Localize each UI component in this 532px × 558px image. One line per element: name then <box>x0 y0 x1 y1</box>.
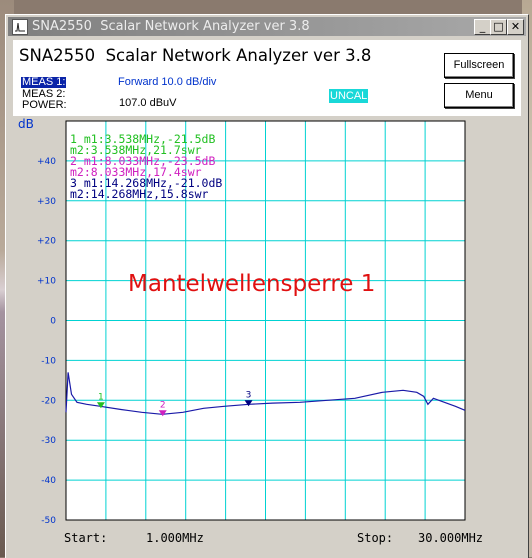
maximize-button[interactable]: □ <box>490 19 507 35</box>
meas1-label[interactable]: MEAS 1: <box>21 76 67 88</box>
minimize-button[interactable]: _ <box>474 19 491 35</box>
y-tick-label: -20 <box>41 396 56 406</box>
trace-line <box>65 372 466 415</box>
y-unit-label: dB <box>18 117 34 131</box>
plot-svg[interactable]: dB +40 +30 +20 +10 0 -10 -20 -30 -40 -50 Mantelwe… <box>13 116 521 552</box>
y-tick-label: +30 <box>37 197 56 207</box>
stop-label: Stop: <box>357 531 393 545</box>
y-tick-label: -30 <box>41 436 56 446</box>
window-title: SNA2550 Scalar Network Analyzer ver 3.8 <box>32 19 310 34</box>
legend-m2: m2:8.033MHz,17.4swr <box>70 165 202 179</box>
start-value: 1.000MHz <box>146 531 204 545</box>
meas1-value: Forward 10.0 dB/div <box>118 76 217 88</box>
power-value: 107.0 dBuV <box>119 97 177 109</box>
close-button[interactable]: ✕ <box>507 19 524 35</box>
header-panel: SNA2550 Scalar Network Analyzer ver 3.8 … <box>13 40 521 130</box>
app-title: SNA2550 Scalar Network Analyzer ver 3.8 <box>19 46 372 65</box>
marker-1-triangle <box>96 402 105 409</box>
legend-m1: 1 m1:3.538MHz,-21.5dB <box>70 132 215 146</box>
y-tick-label: +10 <box>37 277 56 287</box>
y-tick-label: 0 <box>50 317 56 327</box>
marker-1-label: 1 <box>98 392 104 402</box>
plot-panel: dB +40 +30 +20 +10 0 -10 -20 -30 -40 -50 Mantelwe… <box>13 116 521 552</box>
stop-value: 30.000MHz <box>418 531 483 545</box>
y-tick-labels: +40 +30 +20 +10 0 -10 -20 -30 -40 -50 <box>37 157 56 526</box>
marker-3-triangle <box>244 400 253 407</box>
plot-border <box>65 120 466 521</box>
y-tick-label: -10 <box>41 356 56 366</box>
plot-annotation: Mantelwellensperre 1 <box>128 271 375 297</box>
start-label: Start: <box>64 531 107 545</box>
uncal-badge: UNCAL <box>329 89 369 103</box>
y-tick-label: +40 <box>37 157 56 167</box>
legend-m2: m2:3.538MHz,21.7swr <box>70 143 202 157</box>
menu-button[interactable]: Menu <box>444 83 514 108</box>
marker-2-label: 2 <box>160 400 166 410</box>
marker-legend: 1 m1:3.538MHz,-21.5dB m2:3.538MHz,21.7sw… <box>70 132 222 201</box>
chart-icon <box>15 22 25 32</box>
marker-3-label: 3 <box>246 390 252 400</box>
legend-m1: 2 m1:8.033MHz,-23.5dB <box>70 154 215 168</box>
fullscreen-button[interactable]: Fullscreen <box>444 53 514 78</box>
y-tick-label: -40 <box>41 476 56 486</box>
app-icon[interactable] <box>12 19 28 35</box>
y-tick-label: -50 <box>41 516 56 526</box>
app-window: SNA2550 Scalar Network Analyzer ver 3.8 … <box>5 14 529 558</box>
legend-m1: 3 m1:14.268MHz,-21.0dB <box>70 176 222 190</box>
meas2-label[interactable]: MEAS 2: <box>22 88 66 100</box>
title-bar[interactable]: SNA2550 Scalar Network Analyzer ver 3.8 … <box>8 17 526 36</box>
y-tick-label: +20 <box>37 237 56 247</box>
power-label: POWER: <box>22 99 67 111</box>
trace-markers: 1 2 3 <box>96 390 253 417</box>
legend-m2: m2:14.268MHz,15.8swr <box>70 187 209 201</box>
marker-2-triangle <box>158 410 167 417</box>
plot-grid <box>65 120 466 521</box>
